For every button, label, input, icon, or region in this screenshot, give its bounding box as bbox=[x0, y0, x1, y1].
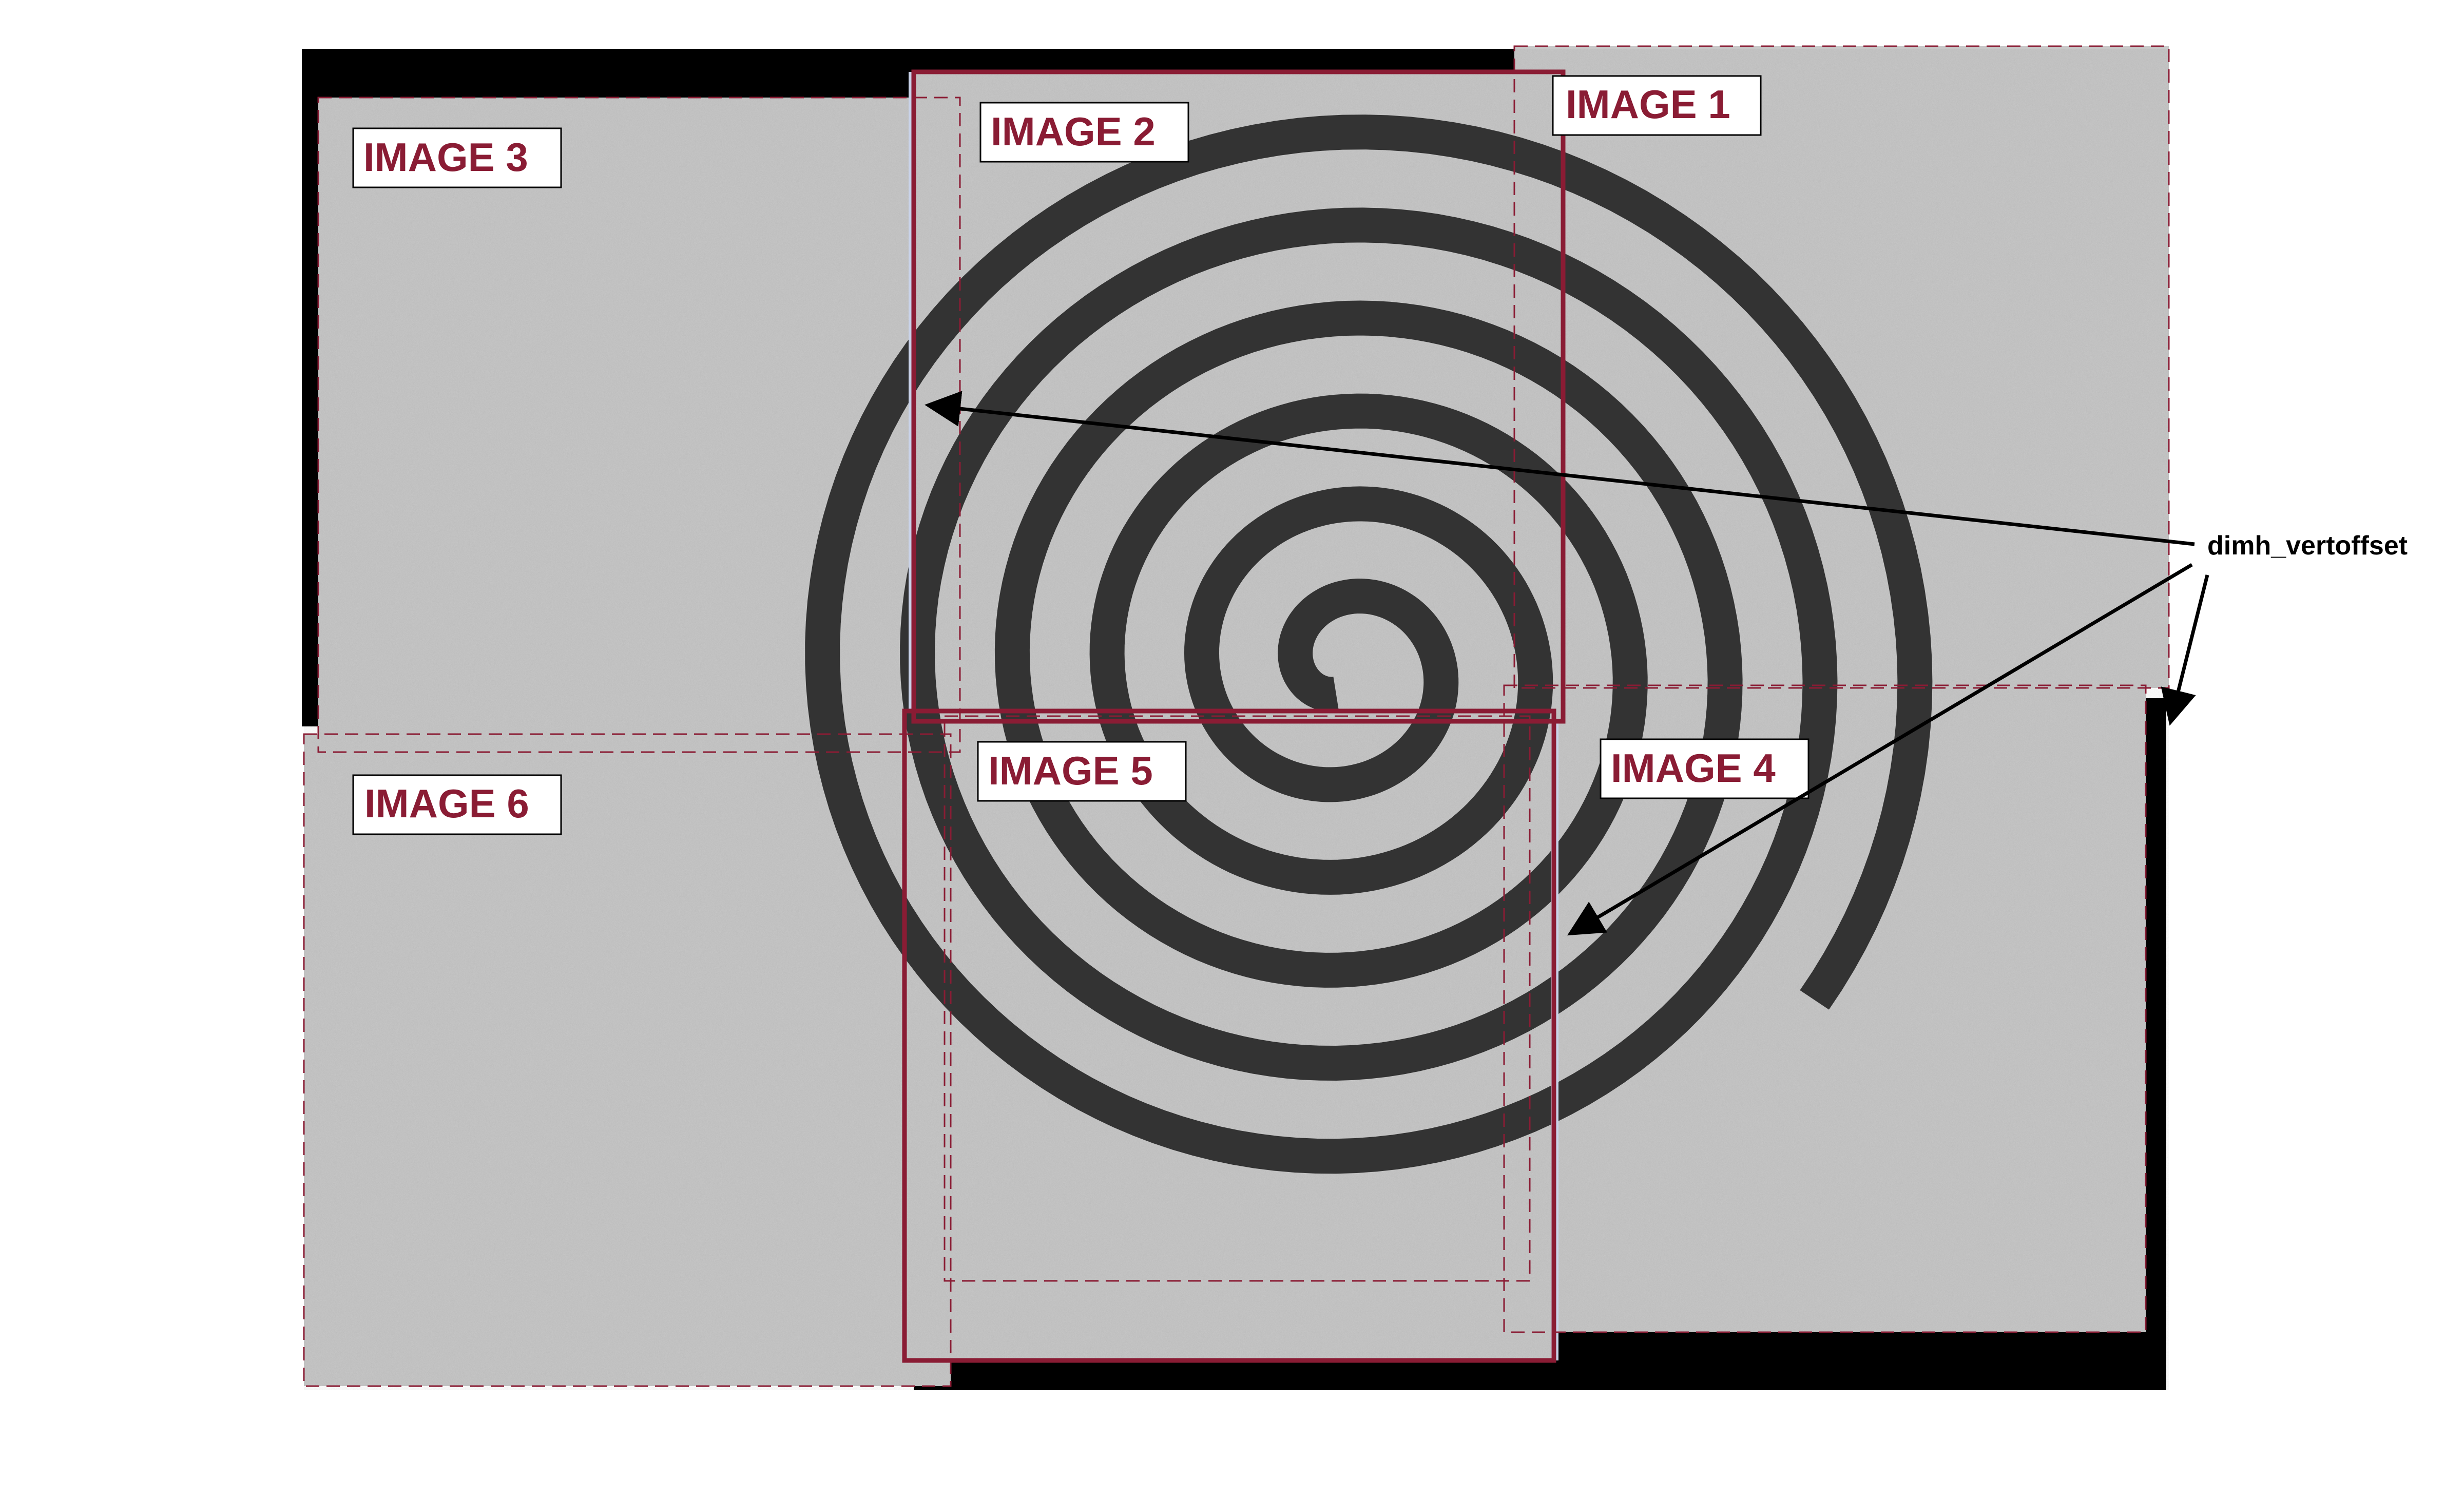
dashed-tile-borders bbox=[303, 45, 2170, 1387]
annotation-arrows bbox=[925, 391, 2209, 936]
label-box-image1: IMAGE 1 bbox=[1552, 75, 1762, 136]
arrow-to-canvas-corner bbox=[2161, 574, 2209, 726]
tile-label-image6: IMAGE 6 bbox=[364, 781, 529, 826]
spiral bbox=[805, 114, 1933, 1174]
tile-label-image2: IMAGE 2 bbox=[991, 109, 1156, 154]
tile-backgrounds bbox=[304, 46, 2169, 1390]
label-box-image6: IMAGE 6 bbox=[352, 774, 562, 835]
annotation-label: dimh_vertoffset bbox=[2207, 531, 2408, 561]
border-image5 bbox=[902, 708, 1556, 1363]
border-inner-overlap bbox=[944, 715, 1531, 1282]
label-box-image4: IMAGE 4 bbox=[1600, 738, 1810, 799]
tile-label-image3: IMAGE 3 bbox=[363, 135, 528, 180]
tile-label-image4: IMAGE 4 bbox=[1611, 745, 1776, 791]
spiral-path bbox=[805, 114, 1933, 1174]
tile-label-image5: IMAGE 5 bbox=[988, 748, 1153, 793]
border-image6 bbox=[303, 733, 952, 1387]
tile-label-image1: IMAGE 1 bbox=[1566, 82, 1730, 127]
label-box-image5: IMAGE 5 bbox=[977, 741, 1187, 802]
tile-labels: IMAGE 1 IMAGE 2 IMAGE 3 IMAGE 4 IMAGE 5 … bbox=[352, 75, 1810, 835]
arrow-to-seam-left bbox=[925, 391, 2195, 546]
arrow-to-seam-right bbox=[1567, 563, 2193, 936]
solid-tile-borders bbox=[902, 69, 1566, 1363]
label-box-image3: IMAGE 3 bbox=[352, 127, 562, 188]
border-image4 bbox=[1503, 684, 2147, 1333]
border-image1 bbox=[1513, 45, 2170, 689]
label-box-image2: IMAGE 2 bbox=[979, 102, 1189, 163]
border-image2 bbox=[911, 69, 1566, 724]
